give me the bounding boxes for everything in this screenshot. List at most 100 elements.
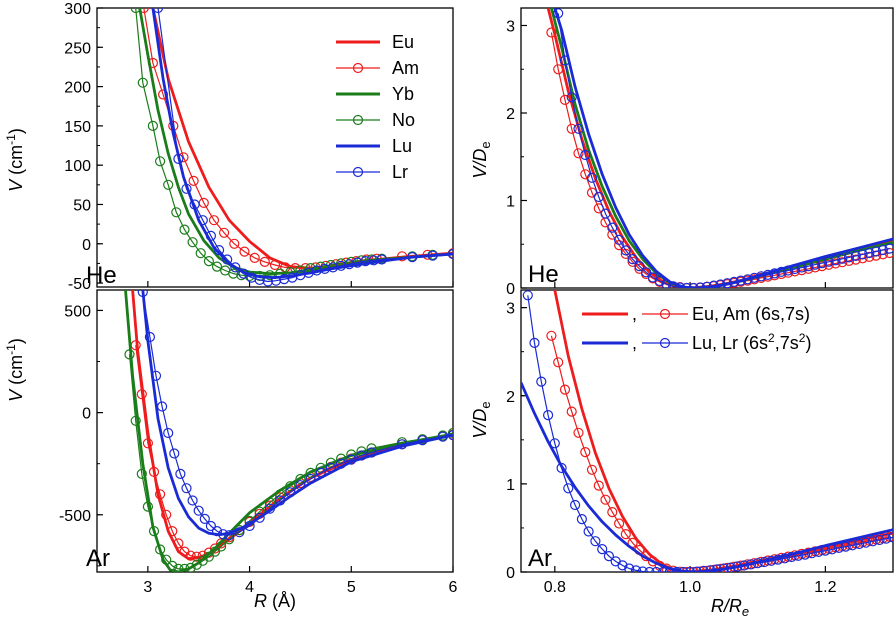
y-tick-label: 0 (506, 565, 515, 582)
data-point-no (171, 207, 182, 218)
data-point-no (203, 551, 214, 562)
panel-ar-potential: 500 0 -500 3 4 5 6 (59, 289, 458, 596)
data-point-lr (169, 448, 180, 459)
data-point-lr (627, 254, 638, 265)
data-point-lr (668, 281, 679, 288)
data-point-am (850, 254, 861, 265)
y-tick-label: 200 (64, 80, 91, 97)
x-tick-label: 1.0 (679, 579, 701, 596)
data-point-no (167, 560, 178, 572)
data-point-am (216, 538, 227, 549)
data-point-lr (368, 255, 379, 266)
y-tick-label: 300 (64, 1, 91, 18)
data-point-am (155, 489, 166, 500)
data-point-no (124, 349, 135, 360)
data-point-am (148, 466, 160, 477)
legend-label-eu: Eu (392, 32, 414, 52)
data-point-am (219, 227, 230, 238)
data-point-lr (854, 538, 865, 550)
data-point-am (161, 509, 172, 520)
data-point-lr (205, 520, 216, 532)
data-point-lr (837, 253, 848, 264)
data-point-lr (580, 149, 591, 161)
data-point-lr (695, 282, 706, 288)
data-point-no (305, 467, 316, 478)
data-point-lr (344, 259, 355, 270)
data-point-lr (254, 512, 265, 523)
data-point-am (600, 494, 611, 505)
data-point-no (275, 489, 286, 500)
data-point-lr (238, 268, 249, 279)
x-tick-label: 0.8 (544, 579, 566, 596)
data-point-am (573, 427, 584, 438)
data-point-am (269, 259, 281, 271)
data-point-lr (806, 548, 817, 559)
data-point-lr (189, 199, 200, 210)
data-point-lr (620, 245, 631, 256)
data-point-lr (211, 525, 223, 537)
data-point-lr (222, 254, 233, 265)
series-line-no (128, 354, 453, 570)
data-point-lr (447, 430, 453, 441)
data-point-lr (600, 208, 611, 219)
data-point-am (208, 215, 220, 226)
tag-he-right: He (528, 261, 559, 288)
data-point-lr (874, 534, 885, 546)
data-point-lr (749, 272, 760, 283)
data-point-no (187, 237, 198, 248)
data-point-am (837, 257, 848, 268)
data-point-lr (553, 8, 564, 19)
data-point-lr (275, 495, 286, 506)
data-point-no (264, 270, 275, 281)
data-point-lr (586, 172, 598, 183)
tag-he-left: He (86, 262, 117, 289)
data-point-lr (722, 278, 733, 288)
data-point-am (573, 148, 584, 159)
legend-br: , Eu, Am (6s,7s) , Lu, Lr (6s2,7s2) (582, 304, 811, 353)
legend-label-yb: Yb (392, 84, 414, 104)
data-point-am (173, 538, 184, 549)
tag-ar-left: Ar (86, 545, 110, 572)
data-point-lr (813, 546, 824, 558)
data-point-lr (661, 279, 672, 288)
series-group (521, 290, 893, 572)
y-tick-label: -50 (68, 276, 91, 293)
data-point-lr (816, 258, 828, 269)
data-point-lr (830, 255, 841, 266)
data-point-lr (181, 183, 192, 194)
data-point-lr (864, 247, 875, 259)
legend-marker-lr (352, 166, 364, 178)
xlabel-bl: R (Å) (254, 591, 296, 611)
data-point-no (155, 544, 166, 555)
data-point-no (285, 481, 296, 492)
data-point-no (147, 120, 158, 132)
legend-marker-am (352, 62, 364, 74)
data-point-lr (755, 271, 767, 282)
legend-label-lr: Lr (392, 162, 408, 182)
data-point-lr (603, 550, 615, 562)
data-point-lr (315, 467, 326, 478)
data-point-lr (850, 250, 861, 261)
data-point-am (259, 256, 270, 267)
series-line-eu (131, 290, 453, 561)
xlabel-br: R/Re (711, 596, 749, 619)
legend-marker-no (352, 114, 364, 126)
data-point-lr (144, 331, 155, 343)
data-point-lr (157, 401, 168, 412)
data-point-no (130, 415, 141, 426)
data-point-am (613, 518, 625, 529)
panel-ar-reduced: 3 2 1 0 0.8 1.0 1.2 (506, 289, 894, 596)
data-point-lr (352, 257, 363, 268)
x-tick-label: 4 (245, 579, 254, 596)
plot-frame (96, 7, 454, 288)
data-point-lr (678, 566, 689, 572)
data-point-no (264, 497, 275, 508)
y-tick-label: -500 (59, 508, 91, 525)
data-point-lr (634, 261, 645, 272)
data-point-am (249, 252, 260, 263)
data-point-am (607, 506, 618, 518)
data-point-lr (173, 153, 184, 164)
data-point-lr (718, 563, 729, 572)
data-point-lr (187, 495, 198, 506)
legend-label-no: No (392, 110, 415, 130)
